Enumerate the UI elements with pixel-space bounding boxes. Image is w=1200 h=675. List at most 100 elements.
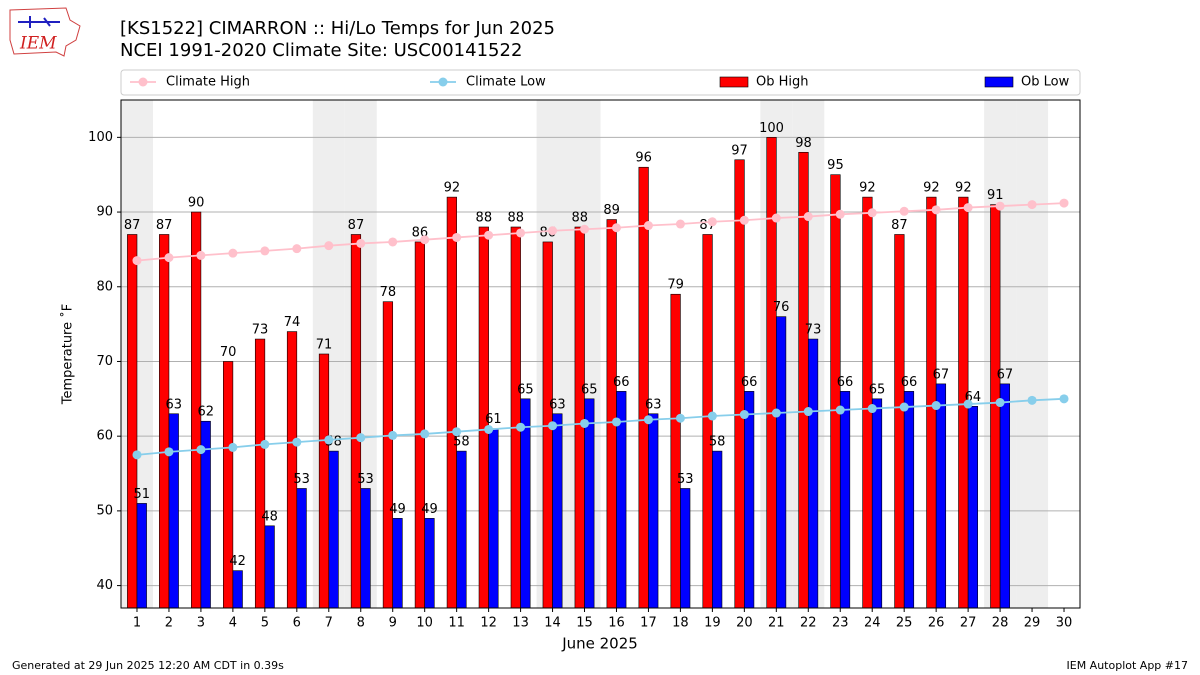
x-tick-label: 30 — [1056, 616, 1073, 631]
y-tick-label: 80 — [96, 279, 113, 294]
bar — [446, 196, 457, 609]
bar — [296, 488, 307, 609]
plot-frame — [120, 99, 1081, 609]
point — [228, 248, 238, 258]
point — [580, 224, 590, 234]
point — [1059, 394, 1069, 404]
point — [420, 429, 430, 439]
x-tick-label: 18 — [672, 616, 689, 631]
point — [580, 418, 590, 428]
point — [196, 250, 206, 260]
value-label: 88 — [508, 211, 525, 226]
point — [899, 402, 909, 412]
chart-title: [KS1522] CIMARRON :: Hi/Lo Temps for Jun… — [120, 18, 555, 39]
point — [867, 208, 877, 218]
bar — [702, 234, 713, 609]
value-label: 90 — [188, 196, 205, 211]
y-tick-label: 40 — [96, 578, 113, 593]
bar — [648, 413, 659, 609]
value-label: 65 — [581, 382, 598, 397]
point — [324, 435, 334, 445]
x-tick-label: 6 — [293, 616, 301, 631]
value-label: 89 — [603, 203, 620, 218]
point — [867, 404, 877, 414]
point — [452, 232, 462, 242]
point — [643, 415, 653, 425]
point — [516, 228, 526, 238]
y-tick-label: 70 — [96, 354, 113, 369]
bar — [222, 361, 234, 609]
value-label: 48 — [261, 509, 278, 524]
point — [356, 433, 366, 443]
point — [611, 417, 621, 427]
footer-right: IEM Autoplot App #17 — [1067, 659, 1189, 672]
bar — [670, 293, 681, 609]
value-label: 49 — [389, 502, 406, 517]
chart-subtitle: NCEI 1991-2020 Climate Site: USC00141522 — [120, 40, 522, 61]
y-tick-label: 60 — [96, 429, 113, 444]
value-label: 95 — [827, 158, 844, 173]
legend-label: Ob High — [756, 75, 809, 90]
x-tick-label: 26 — [928, 616, 945, 631]
value-label: 97 — [731, 143, 748, 158]
bar — [999, 383, 1010, 609]
footer-left: Generated at 29 Jun 2025 12:20 AM CDT in… — [12, 659, 284, 672]
bar — [510, 226, 521, 609]
point — [707, 217, 717, 227]
point — [196, 445, 206, 455]
bar — [584, 398, 595, 609]
point — [260, 439, 270, 449]
point — [388, 430, 398, 440]
value-label: 73 — [252, 323, 269, 338]
bar — [839, 391, 851, 609]
value-label: 66 — [837, 375, 854, 390]
x-tick-label: 25 — [896, 616, 913, 631]
point — [164, 253, 174, 263]
bar — [744, 391, 755, 609]
x-axis-label: June 2025 — [561, 635, 638, 653]
x-tick-label: 13 — [512, 616, 529, 631]
bar — [414, 241, 425, 609]
point — [228, 442, 238, 452]
value-label: 63 — [165, 397, 182, 412]
value-label: 96 — [635, 151, 652, 166]
x-tick-label: 19 — [704, 616, 721, 631]
value-label: 63 — [645, 397, 662, 412]
value-label: 71 — [316, 338, 333, 353]
bar — [232, 570, 243, 609]
value-label: 66 — [741, 375, 758, 390]
point — [643, 221, 653, 231]
point — [292, 437, 302, 447]
value-label: 92 — [444, 181, 461, 196]
bar — [424, 518, 435, 609]
x-tick-label: 1 — [133, 616, 141, 631]
value-label: 42 — [229, 554, 246, 569]
value-label: 53 — [357, 472, 374, 487]
x-tick-label: 20 — [736, 616, 753, 631]
logo-text: IEM — [19, 34, 57, 54]
value-label: 78 — [380, 285, 397, 300]
point — [835, 405, 845, 415]
value-label: 62 — [197, 405, 214, 420]
bar — [712, 450, 723, 609]
x-tick-label: 8 — [357, 616, 365, 631]
point — [611, 223, 621, 233]
value-label: 73 — [805, 323, 822, 338]
bar — [286, 331, 298, 609]
value-label: 87 — [124, 218, 141, 233]
value-label: 87 — [156, 218, 173, 233]
y-tick-label: 100 — [88, 130, 113, 145]
y-tick-label: 50 — [96, 503, 113, 518]
x-tick-label: 24 — [864, 616, 881, 631]
value-label: 91 — [987, 188, 1004, 203]
point — [1027, 395, 1037, 405]
x-tick-label: 15 — [576, 616, 593, 631]
point — [420, 235, 430, 245]
bar — [328, 450, 339, 609]
point — [995, 398, 1005, 408]
value-label: 66 — [901, 375, 918, 390]
value-label: 92 — [923, 181, 940, 196]
legend-label: Climate High — [166, 75, 250, 90]
legend-marker — [438, 77, 448, 87]
